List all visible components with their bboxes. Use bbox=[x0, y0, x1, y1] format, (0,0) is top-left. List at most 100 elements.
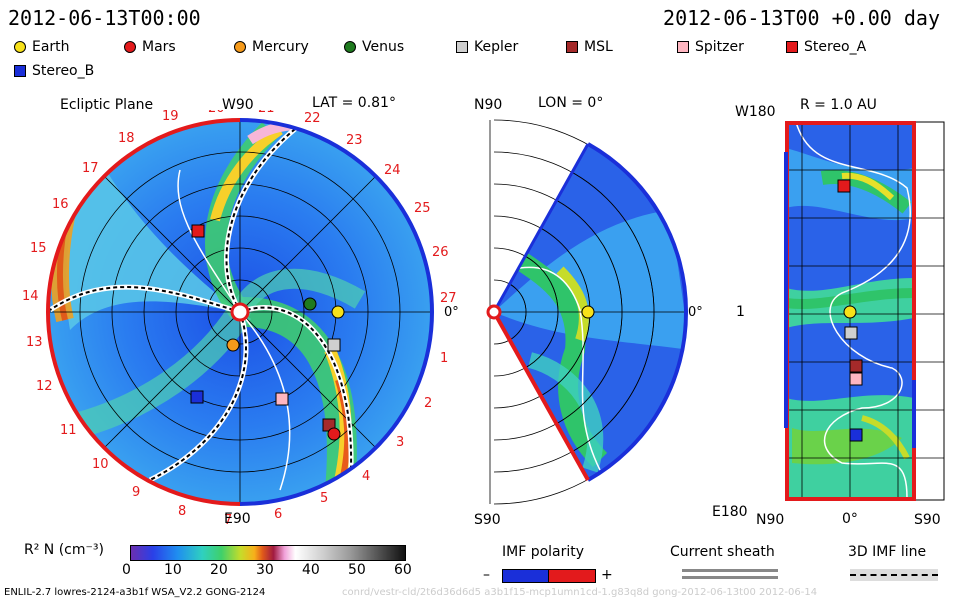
colorbar-tick: 60 bbox=[394, 562, 412, 578]
map-bottom-left-label: E180 bbox=[712, 504, 748, 520]
colorbar-tick: 30 bbox=[256, 562, 274, 578]
sector-label: 4 bbox=[362, 469, 370, 484]
ecliptic-top-label: W90 bbox=[222, 97, 254, 113]
current-sheath-line bbox=[682, 576, 778, 579]
sector-label: 23 bbox=[346, 133, 363, 148]
legend-stereo-a: Stereo_A bbox=[786, 39, 866, 55]
imf-plus-label: + bbox=[601, 567, 613, 583]
colorbar-tick: 10 bbox=[164, 562, 182, 578]
kepler-marker bbox=[844, 326, 858, 340]
sector-label: 19 bbox=[162, 110, 179, 124]
legend-mercury: Mercury bbox=[234, 39, 309, 55]
meridional-bottom-label: S90 bbox=[474, 512, 501, 528]
current-sheath-line bbox=[682, 569, 778, 572]
earth-marker-icon bbox=[14, 41, 26, 53]
map-title: R = 1.0 AU bbox=[800, 97, 877, 113]
meridional-lon-label: LON = 0° bbox=[538, 95, 604, 111]
colorbar-tick: 0 bbox=[122, 562, 131, 578]
legend-venus: Venus bbox=[344, 39, 404, 55]
colorbar-tick: 20 bbox=[210, 562, 228, 578]
mercury-marker bbox=[226, 338, 240, 352]
au-sphere-map bbox=[784, 121, 945, 501]
model-info-footer: ENLIL-2.7 lowres-2124-a3b1f WSA_V2.2 GON… bbox=[4, 587, 266, 598]
mercury-marker-icon bbox=[234, 41, 246, 53]
meridional-plane-plot: 0° bbox=[486, 119, 703, 505]
mars-marker bbox=[327, 427, 341, 441]
stereo-b-marker bbox=[849, 428, 863, 442]
imf-negative-swatch bbox=[502, 569, 550, 583]
sector-label: 7 bbox=[224, 513, 232, 528]
legend-kepler: Kepler bbox=[456, 39, 518, 55]
sector-label: 13 bbox=[26, 335, 43, 350]
imf-line-swatch bbox=[850, 569, 938, 581]
stereo-b-marker-icon bbox=[14, 65, 26, 77]
start-time-label: 2012-06-13T00:00 bbox=[8, 6, 201, 30]
sector-label: 25 bbox=[414, 201, 431, 216]
stereo-a-marker bbox=[191, 224, 205, 238]
meridional-right-label: 0° bbox=[688, 305, 703, 320]
imf-positive-swatch bbox=[548, 569, 596, 583]
imf-polarity-title: IMF polarity bbox=[502, 544, 585, 560]
colorbar-tick: 40 bbox=[302, 562, 320, 578]
ecliptic-plane-plot: 1 2 3 4 5 6 7 8 9 10 11 12 13 14 15 16 1… bbox=[22, 110, 459, 528]
kepler-marker bbox=[327, 338, 341, 352]
map-top-left-label: W180 bbox=[735, 104, 776, 120]
legend-msl: MSL bbox=[566, 39, 613, 55]
kepler-marker-icon bbox=[456, 41, 468, 53]
sector-label: 24 bbox=[384, 163, 401, 178]
spitzer-marker-icon bbox=[677, 41, 689, 53]
sector-label: 5 bbox=[320, 491, 328, 506]
colorbar-label: R² N (cm⁻³) bbox=[24, 542, 104, 558]
legend-label: MSL bbox=[584, 39, 613, 55]
msl-marker bbox=[849, 359, 863, 373]
legend-label: Stereo_B bbox=[32, 63, 95, 79]
map-mid-left-label: 1 bbox=[736, 304, 745, 320]
legend-label: Earth bbox=[32, 39, 70, 55]
sector-label: 21 bbox=[258, 110, 275, 116]
ecliptic-right-label: 0° bbox=[444, 305, 459, 320]
imf-line-title: 3D IMF line bbox=[848, 544, 927, 560]
colorbar-tick: 50 bbox=[348, 562, 366, 578]
legend-earth: Earth bbox=[14, 39, 70, 55]
mars-marker-icon bbox=[124, 41, 136, 53]
sector-label: 16 bbox=[52, 197, 69, 212]
sun-icon bbox=[486, 304, 502, 320]
sector-label: 14 bbox=[22, 289, 39, 304]
earth-marker bbox=[331, 305, 345, 319]
spitzer-marker bbox=[849, 372, 863, 386]
stereo-b-marker bbox=[190, 390, 204, 404]
map-x-label: 0° bbox=[842, 511, 858, 527]
ecliptic-lat-label: LAT = 0.81° bbox=[312, 95, 396, 111]
legend-label: Spitzer bbox=[695, 39, 744, 55]
sector-label: 26 bbox=[432, 245, 449, 260]
density-colorbar bbox=[130, 545, 406, 561]
venus-marker bbox=[303, 297, 317, 311]
spitzer-marker bbox=[275, 392, 289, 406]
sector-label: 18 bbox=[118, 131, 135, 146]
sector-label: 17 bbox=[82, 161, 99, 176]
legend-label: Mars bbox=[142, 39, 176, 55]
sector-label: 3 bbox=[396, 435, 404, 450]
sun-icon bbox=[230, 302, 250, 322]
legend-stereo-b: Stereo_B bbox=[14, 63, 94, 79]
earth-marker bbox=[843, 305, 857, 319]
sector-label: 9 bbox=[132, 485, 140, 500]
msl-marker-icon bbox=[566, 41, 578, 53]
imf-minus-label: – bbox=[483, 567, 490, 583]
sector-label: 8 bbox=[178, 504, 186, 519]
sector-label: 12 bbox=[36, 379, 53, 394]
map-x-label: N90 bbox=[756, 512, 785, 528]
legend-label: Stereo_A bbox=[804, 39, 867, 55]
legend-label: Venus bbox=[362, 39, 405, 55]
stereo-a-marker bbox=[837, 179, 851, 193]
run-info-footer: conrd/vestr-cld/2t6d36d6d5 a3b1f15-mcp1u… bbox=[342, 587, 818, 598]
stereo-a-marker-icon bbox=[786, 41, 798, 53]
legend-spitzer: Spitzer bbox=[677, 39, 744, 55]
earth-marker bbox=[581, 305, 595, 319]
sector-label: 10 bbox=[92, 457, 109, 472]
sector-label: 6 bbox=[274, 507, 282, 522]
sector-label: 11 bbox=[60, 423, 77, 438]
elapsed-time-label: 2012-06-13T00 +0.00 day bbox=[663, 6, 940, 30]
sector-label: 1 bbox=[440, 351, 448, 366]
legend-label: Kepler bbox=[474, 39, 519, 55]
